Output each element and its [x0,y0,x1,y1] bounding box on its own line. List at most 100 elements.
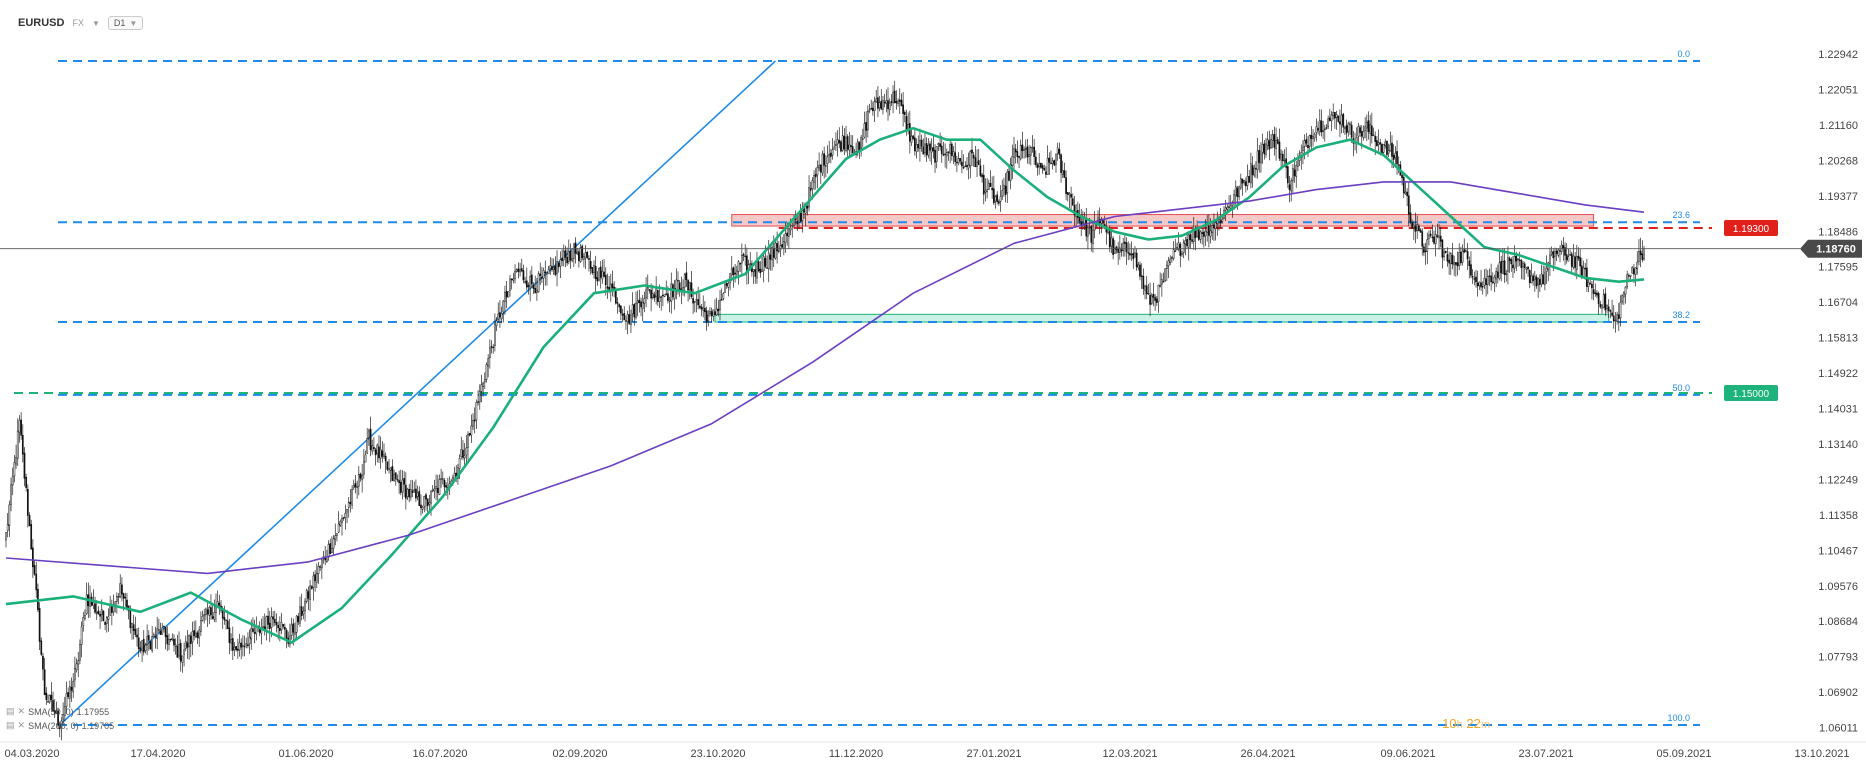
candle-body [253,632,256,634]
zone-support [714,313,1610,323]
indicator-legend-sma50[interactable]: ▤ ✕ SMA(50, 0) 1.17955 [6,706,109,717]
candle [1139,261,1141,281]
candle [369,416,372,457]
timeframe-select[interactable]: D1 ▼ [107,16,144,30]
candle-body [191,631,194,643]
candle [643,291,646,313]
candle [851,135,854,154]
candle-body [1191,239,1193,242]
candle [1372,127,1375,137]
candle-body [883,101,886,104]
y-axis[interactable]: 1.229421.220511.211601.202681.193771.184… [1818,49,1858,735]
candle-body [352,485,355,488]
candle-body [156,628,159,639]
trendline[interactable] [59,60,776,726]
candle [861,128,864,148]
settings-icon[interactable]: ▤ [6,706,15,716]
candle-body [1147,292,1150,295]
candle [1310,126,1313,150]
candle-body [840,141,842,152]
candle-body [1517,258,1519,261]
candle-body [1604,293,1607,311]
candle [169,638,172,642]
candle-body [25,477,28,488]
candle-body [1382,144,1385,153]
candle [1624,286,1627,304]
symbol-label[interactable]: EURUSD [18,17,65,29]
candle-body [1411,222,1414,229]
candle [707,310,710,327]
candle-body [937,143,940,146]
candle [908,110,911,154]
candle [1587,279,1590,293]
candle-body [189,635,192,645]
chevron-down-icon[interactable]: ▼ [91,18,100,28]
close-icon[interactable]: ✕ [17,720,26,730]
candle [1302,139,1304,165]
candle [1611,299,1613,318]
x-tick-label: 05.09.2021 [1656,748,1711,760]
candle [1594,283,1597,297]
candle [92,589,95,610]
candle [1026,138,1029,164]
close-icon[interactable]: ✕ [17,706,26,716]
candle [1396,140,1398,175]
candle-body [818,164,820,169]
candle-body [1253,167,1256,176]
price-level-badge [1724,219,1778,236]
x-tick-label: 16.07.2020 [412,748,467,760]
candle-body [1325,127,1328,129]
candle-body [1502,261,1504,274]
y-tick-label: 1.22051 [1818,84,1858,96]
candle-body [1617,314,1620,319]
candle [1456,251,1459,276]
candle-body [483,379,486,383]
candle [589,250,592,275]
candle-body [1226,206,1229,210]
candle [1058,142,1061,159]
candle-body [329,543,332,554]
candle [709,307,711,317]
candle-body [996,194,999,202]
candle-body [1206,224,1209,233]
candle-body [1350,124,1353,138]
candle [1377,129,1380,152]
candle [845,125,847,153]
trendline-line[interactable] [59,60,776,726]
candle-body [43,669,46,695]
candle-body [210,607,212,616]
indicator-legend-sma200[interactable]: ▤ ✕ SMA(200, 0) 1.19705 [6,720,114,731]
candle [1342,112,1345,134]
candle-body [404,484,407,499]
candle-body [371,445,374,452]
candle [623,306,626,321]
candle-body [1159,284,1162,287]
candle-body [712,309,715,317]
candle-body [1256,150,1259,170]
candle-body [40,640,43,655]
candle [1087,225,1089,250]
candle-body [1337,115,1340,122]
candle-body [512,278,515,281]
candle-body [591,267,594,274]
candle [515,268,518,273]
candle-body [922,146,925,155]
candle [698,293,701,310]
candle-body [252,628,254,632]
candle-body [1009,164,1012,181]
candle [710,307,713,323]
candle [317,561,320,584]
candle-body [270,616,273,628]
candle [766,255,768,269]
settings-icon[interactable]: ▤ [6,720,15,730]
candle [688,281,691,300]
candle [174,638,177,655]
candle-body [430,490,432,504]
candle [171,633,174,642]
candle [500,306,503,324]
x-axis[interactable]: 04.03.2020 17.04.2020 01.06.2020 16.07.2020… [0,741,1866,760]
candle-body [1347,123,1350,132]
candle [52,691,54,712]
candle [77,651,80,677]
